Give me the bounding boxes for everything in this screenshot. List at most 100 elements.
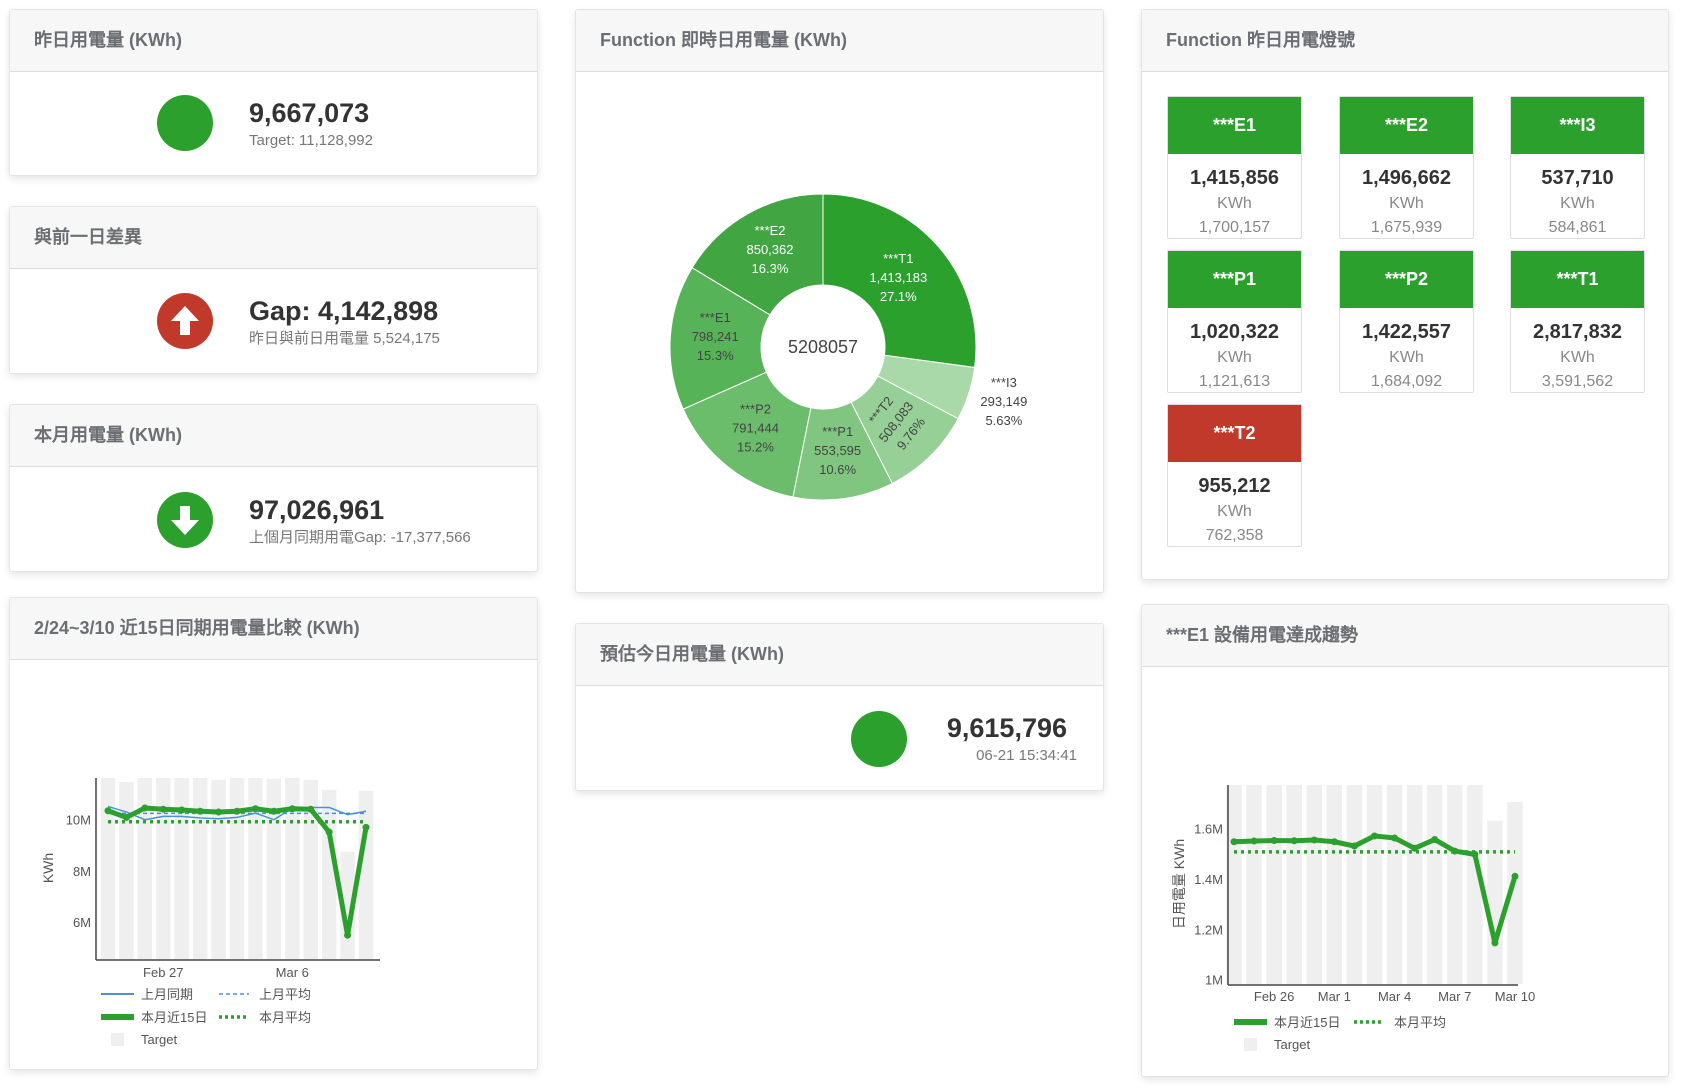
data-point: [325, 828, 333, 836]
target-bar: [321, 789, 337, 959]
pie-label-value: 791,444: [732, 420, 779, 435]
e1-trend-chart: 1M 1.2M 1.4M 1.6M Feb 26 Mar 1 Mar 4 Mar 7 Mar 1…: [1171, 785, 1535, 1052]
light-unit: KWh: [1217, 195, 1252, 212]
light-target: 1,684,092: [1370, 373, 1443, 390]
light-value: 1,415,856: [1190, 167, 1279, 189]
panel-title: Function 即時日用電量 (KWh): [576, 10, 1103, 72]
light-unit: KWh: [1217, 349, 1252, 366]
target-bar: [1326, 785, 1343, 984]
data-point: [178, 806, 186, 814]
y-tick-label: 1.4M: [1194, 872, 1223, 887]
pie-slice: [822, 193, 977, 369]
light-card: ***T2 955,212 KWh 762,358: [1167, 404, 1302, 547]
yesterday-usage-panel: 昨日用電量 (KWh) 9,667,073 Target: 11,128,992: [9, 9, 538, 176]
panel-title: 昨日用電量 (KWh): [10, 10, 537, 72]
data-point: [288, 805, 296, 813]
pie-label: ***E1 798,241 15.3%: [692, 310, 739, 363]
pie-center-total: 5208057: [788, 337, 858, 357]
light-value: 537,710: [1541, 167, 1614, 189]
target-bar: [1467, 785, 1483, 984]
pie-label: ***P1 553,595 10.6%: [814, 424, 861, 477]
light-target: 584,861: [1548, 219, 1607, 236]
panel-title: Function 昨日用電燈號: [1142, 10, 1668, 72]
legend-item: 上月同期: [101, 987, 193, 1002]
data-point: [233, 807, 241, 815]
light-name: ***T1: [1511, 251, 1644, 308]
data-point: [1290, 837, 1298, 845]
light-target: 1,675,939: [1370, 219, 1443, 236]
status-green-circle-icon: [157, 95, 213, 151]
legend-item: 本月平均: [1354, 1015, 1446, 1030]
target-bar: [285, 778, 300, 959]
legend-label: 本月平均: [1394, 1015, 1446, 1030]
target-bar: [1266, 785, 1282, 984]
light-target: 1,700,157: [1198, 219, 1271, 236]
legend-label: 本月近15日: [1274, 1015, 1340, 1030]
light-name: ***T2: [1168, 405, 1301, 462]
x-tick-label: Mar 7: [1438, 989, 1471, 1004]
panel-title: ***E1 設備用電達成趨勢: [1142, 605, 1668, 667]
target-bar: [192, 778, 208, 959]
x-tick-label: Mar 10: [1495, 989, 1535, 1004]
status-green-circle-icon: [851, 711, 907, 767]
legend-label: Target: [141, 1032, 178, 1047]
data-point: [1411, 844, 1419, 852]
target-bar: [340, 851, 355, 959]
light-unit: KWh: [1217, 503, 1252, 520]
pie-label-percent: 27.1%: [880, 289, 917, 304]
pie-label-label: ***E1: [700, 310, 731, 325]
data-point: [1491, 939, 1499, 947]
y-tick-label: 6M: [73, 915, 91, 930]
y-tick-label: 8M: [73, 864, 91, 879]
pie-label-label: ***P2: [740, 401, 771, 416]
compare-chart-panel: 2/24~3/10 近15日同期用電量比較 (KWh) 6M 8M 10M Feb 2…: [9, 597, 538, 1070]
legend-item: 上月平均: [219, 987, 311, 1002]
data-point: [215, 808, 223, 816]
target-bar: [229, 778, 245, 959]
data-point: [1270, 836, 1278, 844]
x-tick-label: Mar 1: [1318, 989, 1351, 1004]
y-tick-label: 1.2M: [1194, 922, 1223, 937]
light-target: 762,358: [1205, 527, 1264, 544]
target-bar: [137, 778, 153, 959]
pie-label-label: ***E2: [754, 223, 785, 238]
x-tick-label: Mar 6: [276, 965, 309, 980]
yesterday-target: Target: 11,128,992: [249, 132, 373, 149]
y-axis-title: KWh: [40, 853, 56, 883]
light-card: ***P1 1,020,322 KWh 1,121,613: [1167, 250, 1302, 393]
target-bar: [1366, 785, 1383, 984]
data-point: [1350, 842, 1358, 850]
target-bar: [266, 778, 282, 959]
target-bar: [119, 782, 134, 959]
gap-detail: 昨日與前日用電量 5,524,175: [249, 330, 440, 347]
legend-item: 本月近15日: [1234, 1015, 1340, 1030]
panel-title: 本月用電量 (KWh): [10, 405, 537, 467]
pie-label-percent: 15.2%: [737, 439, 774, 454]
data-point: [196, 807, 204, 815]
target-bar: [1507, 801, 1523, 984]
target-bar: [1246, 785, 1262, 984]
target-bar: [1426, 785, 1443, 984]
pie-slice: [682, 371, 812, 498]
target-bar: [1346, 785, 1363, 984]
y-axis-title: 日用電量 KWh: [1171, 839, 1187, 929]
target-bar: [1226, 785, 1242, 984]
panel-title: 與前一日差異: [10, 207, 537, 269]
light-value: 1,422,557: [1362, 321, 1451, 343]
light-unit: KWh: [1560, 349, 1595, 366]
pie-label-percent: 16.3%: [752, 261, 789, 276]
arrow-down-icon: [157, 492, 213, 548]
legend-item: Target: [1244, 1037, 1311, 1052]
data-point: [159, 805, 167, 813]
pie-label-label: ***P1: [822, 424, 853, 439]
target-bar: [1386, 785, 1403, 984]
data-point: [1230, 838, 1238, 846]
pie-label-value: 293,149: [980, 394, 1027, 409]
light-card: ***I3 537,710 KWh 584,861: [1510, 96, 1645, 239]
data-point: [251, 805, 259, 813]
light-value: 955,212: [1198, 475, 1271, 497]
pie-slice: [691, 193, 824, 316]
data-point: [141, 804, 149, 812]
